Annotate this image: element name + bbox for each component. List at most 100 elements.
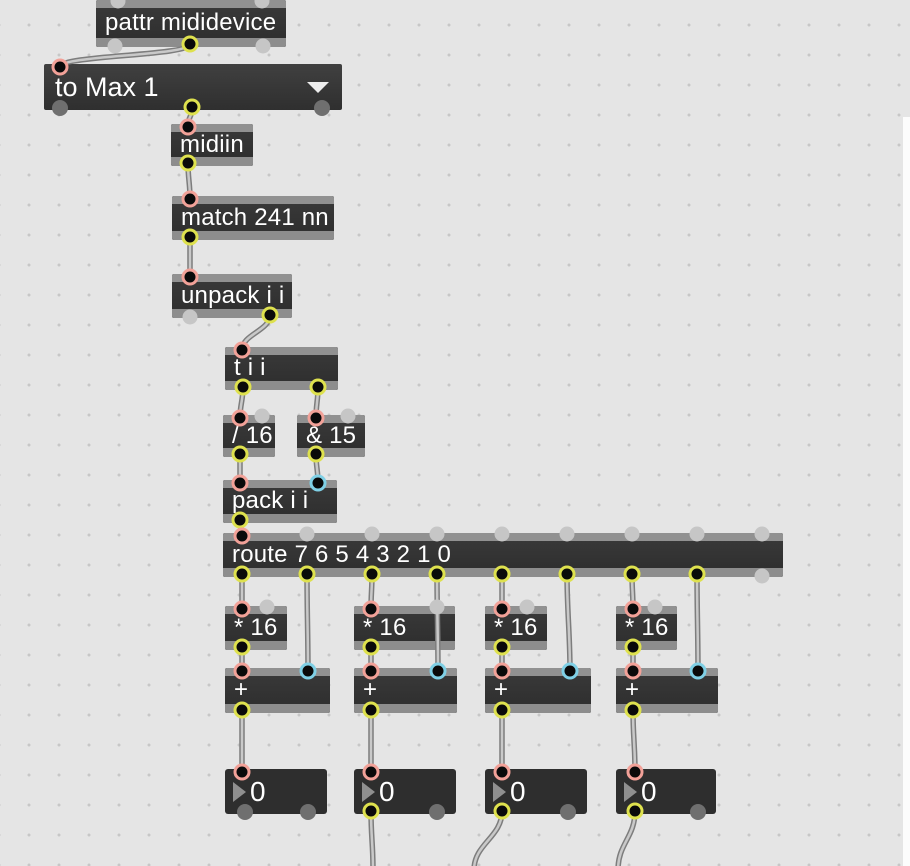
inlet[interactable] <box>181 268 199 286</box>
outlet[interactable] <box>624 701 642 719</box>
inlet[interactable] <box>299 662 317 680</box>
object-box-match-241-nn[interactable]: match 241 nn <box>172 196 334 240</box>
object-box-bitand-15[interactable]: & 15 <box>297 415 365 457</box>
inlet[interactable] <box>231 409 249 427</box>
outlet[interactable] <box>558 565 576 583</box>
inlet[interactable] <box>309 474 327 492</box>
inlet[interactable] <box>231 474 249 492</box>
inlet[interactable] <box>299 526 315 542</box>
outlet[interactable] <box>298 565 316 583</box>
outlet[interactable] <box>493 701 511 719</box>
outlet[interactable] <box>233 701 251 719</box>
inlet[interactable] <box>362 662 380 680</box>
outlet[interactable] <box>428 565 446 583</box>
inlet[interactable] <box>362 763 380 781</box>
patch-cord[interactable] <box>471 808 505 866</box>
outlet[interactable] <box>362 802 380 820</box>
inlet[interactable] <box>110 0 126 9</box>
outlet[interactable] <box>493 565 511 583</box>
inlet[interactable] <box>233 527 251 545</box>
patch-cord[interactable] <box>305 572 310 673</box>
inlet[interactable] <box>624 662 642 680</box>
object-box-label: * 16 <box>494 613 538 641</box>
object-box-label: pattr mididevice <box>105 9 277 36</box>
inlet[interactable] <box>254 0 270 9</box>
inlet[interactable] <box>233 341 251 359</box>
patch-cord[interactable] <box>565 572 572 673</box>
outlet[interactable] <box>309 378 327 396</box>
inlet[interactable] <box>179 118 197 136</box>
outlet[interactable] <box>560 804 576 820</box>
outlet[interactable] <box>231 445 249 463</box>
outlet[interactable] <box>688 565 706 583</box>
outlet[interactable] <box>307 445 325 463</box>
inlet[interactable] <box>429 599 445 615</box>
outlet[interactable] <box>181 228 199 246</box>
inlet[interactable] <box>493 600 511 618</box>
inlet[interactable] <box>259 599 275 615</box>
outlet[interactable] <box>623 565 641 583</box>
inlet[interactable] <box>307 409 325 427</box>
object-box-label: + <box>363 676 378 703</box>
outlet[interactable] <box>182 309 198 325</box>
patch-cord[interactable] <box>435 572 440 673</box>
outlet[interactable] <box>493 638 511 656</box>
outlet[interactable] <box>107 38 123 54</box>
outlet[interactable] <box>237 804 253 820</box>
inlet[interactable] <box>559 526 575 542</box>
inlet[interactable] <box>519 599 535 615</box>
inlet[interactable] <box>647 599 663 615</box>
outlet[interactable] <box>754 568 770 584</box>
inlet[interactable] <box>624 526 640 542</box>
inlet[interactable] <box>494 526 510 542</box>
inlet[interactable] <box>254 408 270 424</box>
inlet[interactable] <box>493 662 511 680</box>
inlet[interactable] <box>689 526 705 542</box>
outlet[interactable] <box>183 98 201 116</box>
patch-cord[interactable] <box>58 42 192 69</box>
outlet[interactable] <box>234 378 252 396</box>
inlet[interactable] <box>754 526 770 542</box>
outlet[interactable] <box>179 154 197 172</box>
outlet[interactable] <box>429 804 445 820</box>
inlet[interactable] <box>233 600 251 618</box>
inlet[interactable] <box>364 526 380 542</box>
inlet[interactable] <box>689 662 707 680</box>
inlet[interactable] <box>624 600 642 618</box>
outlet[interactable] <box>362 638 380 656</box>
outlet[interactable] <box>233 638 251 656</box>
inlet[interactable] <box>429 662 447 680</box>
object-box-divide-16[interactable]: / 16 <box>223 415 275 457</box>
inlet[interactable] <box>340 408 356 424</box>
inlet[interactable] <box>233 763 251 781</box>
outlet[interactable] <box>300 804 316 820</box>
outlet[interactable] <box>52 100 68 116</box>
menu-selected-value: to Max 1 <box>55 71 159 102</box>
inlet[interactable] <box>181 190 199 208</box>
dropdown-arrow-icon <box>307 82 329 93</box>
outlet[interactable] <box>626 802 644 820</box>
inlet[interactable] <box>493 763 511 781</box>
inlet[interactable] <box>233 662 251 680</box>
outlet[interactable] <box>231 511 249 529</box>
outlet[interactable] <box>261 306 279 324</box>
number-value: 0 <box>641 775 657 807</box>
outlet[interactable] <box>314 100 330 116</box>
umenu-midi-device[interactable]: to Max 1 <box>44 64 342 110</box>
patch-cord[interactable] <box>695 572 700 673</box>
outlet[interactable] <box>690 804 706 820</box>
outlet[interactable] <box>363 565 381 583</box>
inlet[interactable] <box>362 600 380 618</box>
object-box-label: + <box>625 676 640 703</box>
outlet[interactable] <box>362 701 380 719</box>
outlet[interactable] <box>255 38 271 54</box>
inlet[interactable] <box>626 763 644 781</box>
outlet[interactable] <box>624 638 642 656</box>
outlet[interactable] <box>181 35 199 53</box>
inlet[interactable] <box>429 526 445 542</box>
outlet[interactable] <box>233 565 251 583</box>
outlet[interactable] <box>493 802 511 820</box>
inlet[interactable] <box>561 662 579 680</box>
inlet[interactable] <box>51 58 69 76</box>
